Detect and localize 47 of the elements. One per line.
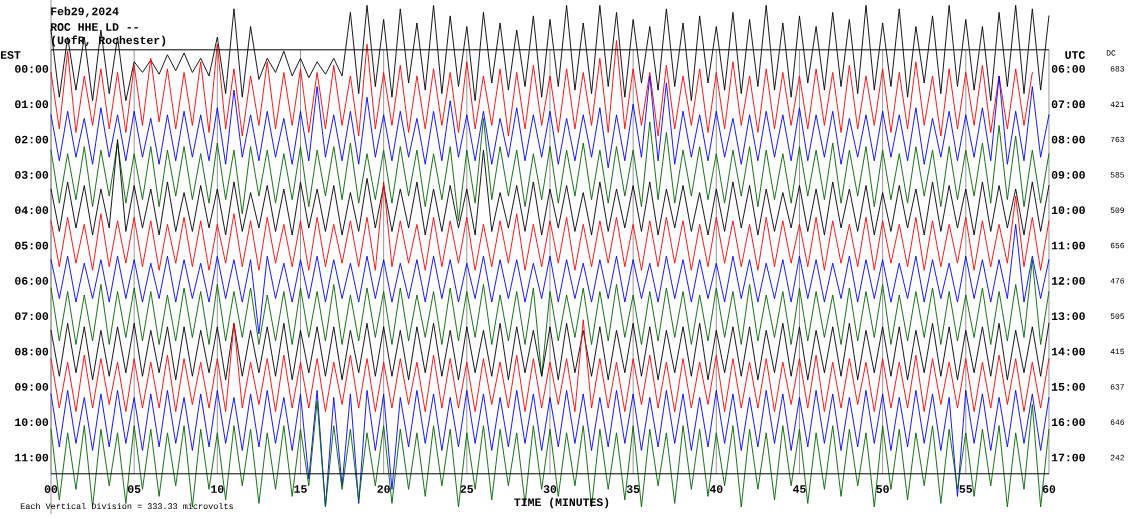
y-tick-label: 04:00 (15, 206, 49, 215)
y2-tick-label: 07:00 (1051, 100, 1085, 109)
y-tick-label: 00:00 (15, 65, 49, 73)
x-tick-label: 05 (127, 485, 141, 493)
y-tick-label: 01:00 (15, 100, 49, 109)
y-axis-title: EST (0, 51, 21, 59)
y-tick-label: 08:00 (15, 347, 49, 356)
y2-tick-label: 12:00 (1051, 277, 1085, 285)
line-series (50, 139, 1050, 236)
y-tick-label: 09:00 (15, 382, 49, 391)
x-tick-label: 45 (792, 485, 806, 493)
x-tick-label: 55 (959, 485, 973, 493)
x-tick-label: 20 (377, 485, 390, 493)
y-tick-label: 02:00 (15, 135, 49, 144)
y2-tick-label: 06:00 (1051, 65, 1085, 73)
annotation: Each Vertical Division = 333.33 microvolts (20, 502, 233, 510)
y-tick-label: 03:00 (15, 171, 49, 179)
y2-tick-label: 11:00 (1051, 241, 1085, 250)
y-tick-label: 11:00 (15, 453, 49, 462)
line-series (50, 322, 1050, 381)
line-series (50, 75, 1050, 169)
y2-tick-label: 10:00 (1051, 206, 1085, 215)
line-series (50, 181, 1050, 271)
y-tick-label: 06:00 (15, 277, 49, 285)
y2-tick-label: 17:00 (1051, 453, 1085, 462)
line-series (50, 319, 1050, 413)
x-tick-label: 00 (44, 485, 58, 493)
y2-tick-label: 14:00 (1051, 347, 1085, 356)
y-tick-label: 10:00 (15, 418, 49, 427)
x-tick-label: 30 (543, 485, 557, 493)
text: Feb29,2024 (51, 6, 119, 18)
x-tick-label: 10 (211, 485, 224, 493)
y-tick-label: 05:00 (15, 241, 49, 250)
y2-tick-label: 08:00 (1051, 135, 1085, 144)
y2-tick-label: 09:00 (1051, 171, 1085, 179)
y-tick-label: 07:00 (15, 312, 49, 321)
text: ROC HHE LD -- (50, 23, 138, 31)
line-series (50, 223, 1050, 335)
y2-tick-label: 13:00 (1051, 312, 1085, 321)
y2-axis-title: UTC (1065, 51, 1085, 59)
x-tick-label: 50 (876, 485, 889, 493)
x-tick-label: 40 (709, 485, 723, 493)
line-series (50, 4, 1050, 102)
x-tick-label: 15 (294, 485, 307, 493)
y2-tick-label: 15:00 (1051, 382, 1085, 391)
line-series (50, 117, 1050, 222)
y2-tick-label: 16:00 (1051, 418, 1085, 427)
